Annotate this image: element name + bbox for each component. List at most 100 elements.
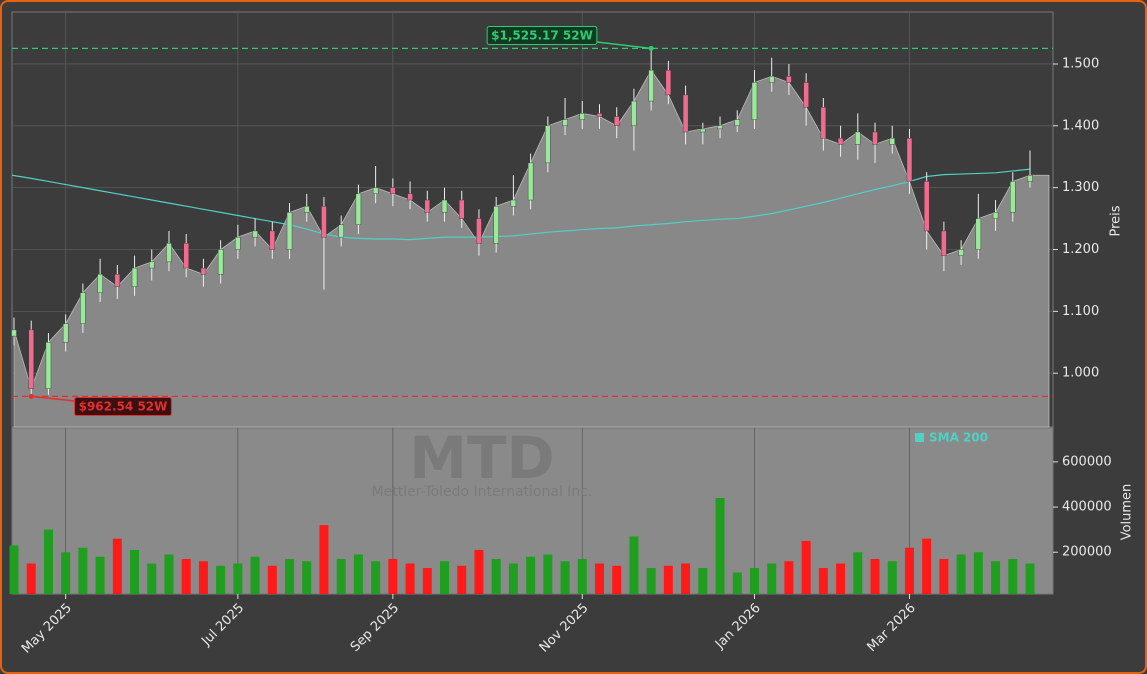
volume-bar [801, 540, 811, 594]
x-tick-label: Jul 2025 [198, 601, 247, 650]
y-tick-label: 1.000 [1062, 366, 1099, 381]
candle-body [114, 274, 121, 287]
legend-label: SMA 200 [929, 431, 988, 445]
symbol-watermark: MTD [409, 424, 554, 492]
candle-body [648, 69, 654, 102]
candle-body [45, 342, 52, 389]
volume-bar [130, 549, 140, 594]
volume-bar [836, 563, 846, 594]
candle-body [820, 107, 827, 139]
volume-bar [388, 558, 398, 594]
candle-body [872, 131, 878, 145]
candle-body [355, 193, 362, 225]
y-tick-label: 1.200 [1062, 242, 1099, 257]
volume-y-tick-label: 600000 [1062, 454, 1112, 469]
candle-body [700, 128, 706, 133]
candle-body [545, 125, 551, 164]
candle-body [11, 329, 17, 337]
volume-bar [577, 558, 587, 594]
volume-bar [181, 558, 191, 594]
candle-body [562, 119, 568, 127]
volume-bar [405, 563, 415, 594]
volume-bar [887, 561, 897, 594]
candle-body [252, 230, 258, 238]
candle-body [28, 329, 34, 389]
volume-bar [147, 563, 157, 594]
candle-body [958, 249, 964, 256]
candle-body [751, 82, 758, 120]
volume-y-tick-label: 200000 [1062, 545, 1112, 560]
candle-body [269, 230, 276, 250]
y-tick-label: 1.300 [1062, 180, 1099, 195]
candle-body [631, 100, 637, 127]
candle-body [803, 82, 809, 108]
volume-bar [164, 554, 174, 594]
volume-bar [698, 568, 708, 594]
candle-body [338, 224, 344, 238]
volume-bar [440, 561, 450, 594]
volume-bar [629, 536, 639, 594]
volume-bar [336, 558, 346, 594]
volume-bar [715, 498, 725, 594]
candle-body [166, 243, 172, 263]
company-watermark: Mettler-Toledo International Inc. [372, 484, 593, 500]
x-tick-label: May 2025 [19, 601, 75, 657]
volume-bar [663, 565, 673, 594]
candle-body [596, 113, 603, 117]
volume-bar [422, 568, 432, 594]
x-tick-label: Nov 2025 [537, 601, 592, 656]
volume-bar [767, 563, 777, 594]
candle-body [493, 206, 499, 244]
volume-bar [457, 565, 467, 594]
volume-bar [267, 565, 277, 594]
y-tick-label: 1.100 [1062, 304, 1099, 319]
legend-swatch [915, 433, 924, 442]
volume-bar [78, 547, 88, 594]
volume-bar [26, 563, 36, 594]
candle-body [889, 137, 895, 145]
volume-bar [681, 563, 691, 594]
candle-body [235, 236, 241, 250]
volume-y-tick-label: 400000 [1062, 500, 1112, 515]
volume-bar [956, 554, 966, 594]
volume-bar [474, 549, 484, 594]
candle-body [682, 94, 689, 133]
x-tick-label: Sep 2025 [348, 601, 402, 655]
volume-bar [61, 552, 71, 594]
candle-body [321, 206, 327, 238]
candle-body [941, 230, 947, 256]
annotation-arrow [31, 395, 75, 402]
candle-body [579, 113, 585, 120]
volume-bar [749, 568, 759, 594]
annotation-box [74, 397, 172, 416]
volume-bar [285, 558, 295, 594]
volume-bar [732, 572, 742, 594]
volume-bar [250, 556, 260, 594]
annotation-arrowhead [648, 45, 654, 51]
volume-axis-label: Volumen [1120, 484, 1135, 541]
volume-bar [646, 568, 656, 594]
candle-body [527, 162, 534, 201]
candle-body [441, 199, 448, 213]
candle-body [286, 212, 293, 250]
candle-body [975, 218, 982, 250]
volume-bar [353, 554, 363, 594]
volume-bar [560, 561, 570, 594]
volume-bar [973, 552, 983, 594]
volume-bar [904, 547, 914, 594]
volume-bar [526, 556, 536, 594]
volume-bar [198, 561, 208, 594]
candle-body [424, 199, 430, 213]
candle-body [372, 187, 379, 195]
volume-bar [112, 538, 122, 594]
volume-bar [371, 561, 381, 594]
y-tick-label: 1.500 [1062, 56, 1099, 71]
candle-body [717, 125, 723, 130]
volume-bar [508, 563, 518, 594]
candle-body [837, 137, 844, 145]
candle-body [923, 181, 930, 232]
close-area [13, 69, 1050, 428]
candle-body [97, 274, 103, 293]
volume-bar [939, 558, 949, 594]
